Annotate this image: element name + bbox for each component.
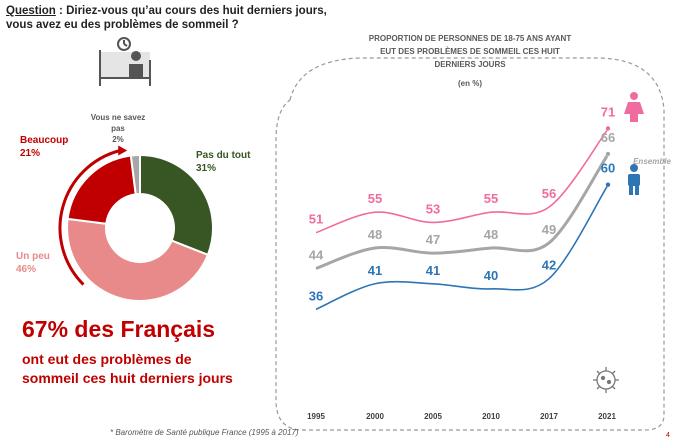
woman-icon — [624, 92, 644, 122]
data-label: 44 — [309, 247, 324, 262]
donut-category-label: Un peu — [16, 251, 50, 262]
chart-unit: (en %) — [458, 79, 482, 88]
donut-value-label: 2% — [112, 135, 124, 144]
donut-category-label: Beaucoup — [20, 135, 68, 146]
source-note: * Baromètre de Santé publique France (19… — [110, 428, 299, 437]
donut-chart: Pas du tout 31% Un peu 46% Beaucoup 21% Vous n… — [16, 37, 251, 302]
x-tick-label: 2005 — [424, 412, 442, 421]
series-line — [315, 155, 609, 270]
headline-sub-2: sommeil ces huit derniers jours — [22, 370, 233, 386]
question-text: Question : Diriez-vous qu’au cours des h… — [6, 4, 327, 32]
data-label: 56 — [542, 186, 556, 201]
donut-category-label: Vous ne savez — [91, 113, 146, 122]
chart-title: EUT DES PROBLÈMES DE SOMMEIL CES HUIT — [380, 47, 560, 56]
series-endpoint — [605, 126, 611, 131]
question-line-1: : Diriez-vous qu’au cours des huit derni… — [55, 5, 327, 17]
x-tick-label: 2017 — [540, 412, 558, 421]
data-label: 51 — [309, 212, 323, 227]
chart-title: PROPORTION DE PERSONNES DE 18-75 ANS AYA… — [369, 34, 572, 43]
data-label: 53 — [426, 201, 440, 216]
man-icon — [628, 164, 640, 195]
data-label: 49 — [542, 222, 556, 237]
data-label: 71 — [601, 104, 615, 119]
x-tick-label: 1995 — [307, 412, 325, 421]
donut-category-label: Pas du tout — [196, 150, 251, 161]
donut-value-label: 31% — [196, 163, 216, 174]
data-label: 55 — [368, 191, 382, 206]
headline-sub-1: ont eut des problèmes de — [22, 351, 192, 367]
headline-big: 67% des Français — [22, 316, 216, 342]
person-in-bed-icon — [99, 37, 151, 86]
donut-slice — [66, 217, 210, 302]
donut-slice — [129, 153, 141, 196]
question-label: Question — [6, 5, 56, 17]
donut-value-label: 46% — [16, 264, 36, 275]
donut-arrowhead — [118, 145, 128, 156]
data-label: 48 — [484, 227, 498, 242]
data-label: 40 — [484, 268, 498, 283]
data-label: 47 — [426, 232, 440, 247]
chart-title: DERNIERS JOURS — [434, 60, 506, 69]
series-line — [315, 186, 608, 311]
data-label: 55 — [484, 191, 498, 206]
data-label: 60 — [601, 161, 615, 176]
page-number: 4 — [666, 432, 670, 439]
x-tick-label: 2021 — [598, 412, 616, 421]
x-tick-label: 2000 — [366, 412, 384, 421]
series-endpoint — [605, 182, 611, 187]
donut-slice — [139, 153, 214, 257]
data-label: 66 — [601, 130, 615, 145]
headline-sub: ont eut des problèmes de sommeil ces hui… — [22, 350, 262, 388]
data-label: 42 — [542, 258, 556, 273]
x-tick-label: 2010 — [482, 412, 500, 421]
data-label: 41 — [368, 263, 382, 278]
question-line-2: vous avez eu des problèmes de sommeil ? — [6, 19, 239, 31]
donut-value-label: 21% — [20, 148, 40, 159]
series-line — [315, 129, 608, 234]
donut-arrow — [58, 149, 121, 286]
chart-frame — [275, 57, 665, 431]
data-label: 41 — [426, 263, 440, 278]
data-label: 36 — [309, 288, 323, 303]
series-name-label: Ensemble — [633, 157, 671, 166]
data-label: 48 — [368, 227, 382, 242]
series-endpoint — [605, 151, 611, 157]
donut-category-label: pas — [111, 124, 125, 133]
virus-icon — [593, 367, 619, 393]
